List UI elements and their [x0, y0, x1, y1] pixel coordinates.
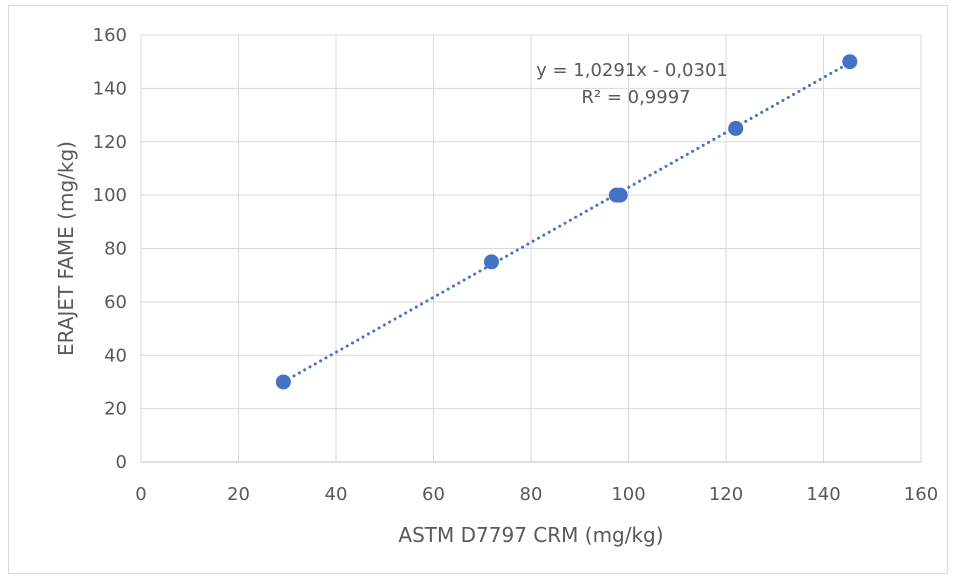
data-point [612, 187, 628, 203]
x-tick-label: 40 [325, 484, 348, 505]
trendline-line [281, 61, 852, 384]
x-tick-label: 0 [135, 484, 146, 505]
data-point [484, 254, 500, 270]
data-point [842, 54, 858, 70]
gridlines [141, 34, 922, 462]
x-axis-title: ASTM D7797 CRM (mg/kg) [398, 523, 663, 547]
y-tick-label: 80 [104, 239, 127, 260]
x-tick-label: 100 [611, 484, 645, 505]
x-tick-label: 20 [227, 484, 250, 505]
axes [140, 35, 921, 463]
trendline-equation: y = 1,0291x - 0,0301 [536, 60, 728, 81]
data-point [275, 374, 291, 390]
x-tick-label: 160 [904, 484, 938, 505]
x-tick-labels: 0 20 40 60 80 100 120 140 160 [135, 484, 938, 505]
y-tick-label: 20 [104, 399, 127, 420]
chart-frame [8, 5, 948, 574]
data-points [275, 54, 858, 390]
y-tick-label: 140 [93, 78, 127, 99]
y-tick-label: 160 [93, 25, 127, 46]
x-tick-label: 80 [520, 484, 543, 505]
y-tick-label: 120 [93, 132, 127, 153]
x-tick-label: 140 [806, 484, 840, 505]
y-tick-label: 0 [116, 452, 127, 473]
x-tick-label: 120 [709, 484, 743, 505]
x-tick-label: 60 [422, 484, 445, 505]
y-tick-label: 60 [104, 292, 127, 313]
y-tick-label: 40 [104, 345, 127, 366]
y-axis-title: ERAJET FAME (mg/kg) [54, 141, 78, 356]
y-tick-labels: 0 20 40 60 80 100 120 140 160 [93, 25, 127, 473]
y-tick-label: 100 [93, 185, 127, 206]
trendline-r-squared: R² = 0,9997 [581, 87, 690, 108]
data-point [728, 120, 744, 136]
trendline [281, 61, 852, 384]
